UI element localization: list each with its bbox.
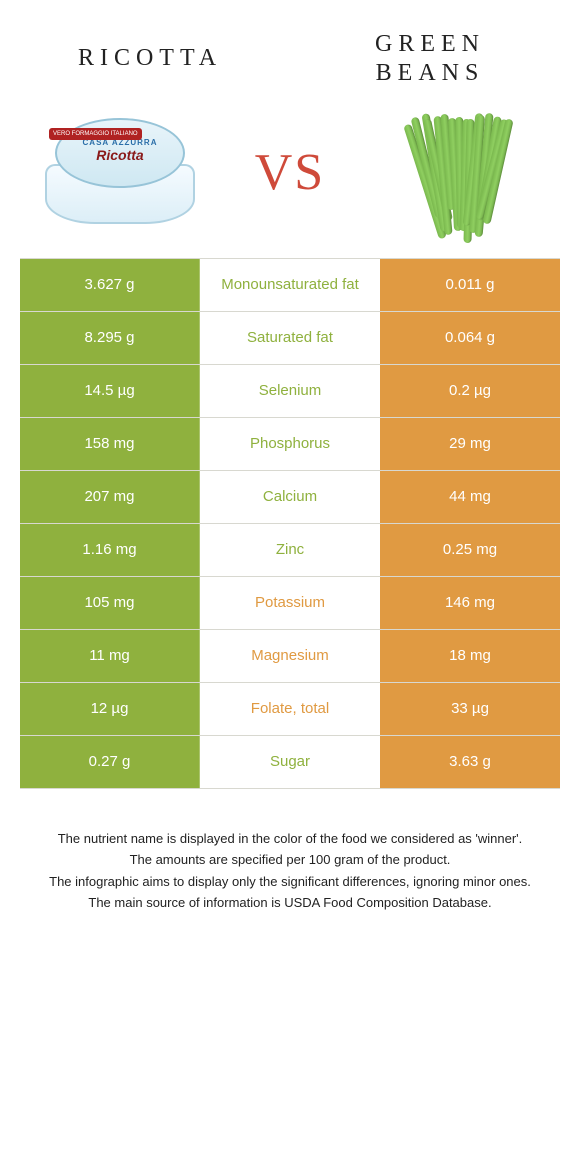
table-row: 158 mgPhosphorus29 mg	[20, 418, 560, 471]
nutrient-name: Calcium	[200, 471, 380, 523]
footnote-line: The infographic aims to display only the…	[40, 872, 540, 892]
nutrient-name: Monounsaturated fat	[200, 259, 380, 311]
nutrient-name: Folate, total	[200, 683, 380, 735]
right-value: 146 mg	[380, 577, 560, 629]
footnotes: The nutrient name is displayed in the co…	[40, 829, 540, 913]
left-value: 207 mg	[20, 471, 200, 523]
footnote-line: The nutrient name is displayed in the co…	[40, 829, 540, 849]
nutrient-name: Saturated fat	[200, 312, 380, 364]
footnote-line: The amounts are specified per 100 gram o…	[40, 850, 540, 870]
nutrient-name: Potassium	[200, 577, 380, 629]
table-row: 8.295 gSaturated fat0.064 g	[20, 312, 560, 365]
left-food-title: RICOTTA	[40, 45, 260, 72]
right-value: 3.63 g	[380, 736, 560, 788]
ricotta-badge: VERO FORMAGGIO ITALIANO	[49, 128, 142, 140]
ricotta-image: CASA AZZURRA Ricotta VERO FORMAGGIO ITAL…	[40, 108, 200, 238]
table-row: 12 µgFolate, total33 µg	[20, 683, 560, 736]
nutrient-name: Selenium	[200, 365, 380, 417]
nutrient-name: Phosphorus	[200, 418, 380, 470]
left-value: 14.5 µg	[20, 365, 200, 417]
left-value: 105 mg	[20, 577, 200, 629]
table-row: 207 mgCalcium44 mg	[20, 471, 560, 524]
table-row: 14.5 µgSelenium0.2 µg	[20, 365, 560, 418]
right-value: 0.064 g	[380, 312, 560, 364]
nutrient-name: Magnesium	[200, 630, 380, 682]
nutrient-name: Sugar	[200, 736, 380, 788]
right-food-title: GREEN BEANS	[320, 30, 540, 88]
table-row: 11 mgMagnesium18 mg	[20, 630, 560, 683]
table-row: 105 mgPotassium146 mg	[20, 577, 560, 630]
left-value: 1.16 mg	[20, 524, 200, 576]
images-row: CASA AZZURRA Ricotta VERO FORMAGGIO ITAL…	[0, 98, 580, 258]
ricotta-name-label: Ricotta	[57, 147, 183, 163]
right-value: 33 µg	[380, 683, 560, 735]
vs-label: VS	[255, 143, 325, 202]
right-value: 0.2 µg	[380, 365, 560, 417]
nutrient-name: Zinc	[200, 524, 380, 576]
right-value: 0.011 g	[380, 259, 560, 311]
left-value: 158 mg	[20, 418, 200, 470]
left-value: 11 mg	[20, 630, 200, 682]
left-value: 0.27 g	[20, 736, 200, 788]
table-row: 3.627 gMonounsaturated fat0.011 g	[20, 259, 560, 312]
green-beans-image	[380, 108, 540, 238]
comparison-table: 3.627 gMonounsaturated fat0.011 g8.295 g…	[20, 258, 560, 789]
footnote-line: The main source of information is USDA F…	[40, 893, 540, 913]
left-value: 3.627 g	[20, 259, 200, 311]
right-value: 18 mg	[380, 630, 560, 682]
header: RICOTTA GREEN BEANS	[0, 0, 580, 98]
table-row: 1.16 mgZinc0.25 mg	[20, 524, 560, 577]
left-value: 8.295 g	[20, 312, 200, 364]
table-row: 0.27 gSugar3.63 g	[20, 736, 560, 789]
right-value: 29 mg	[380, 418, 560, 470]
right-value: 0.25 mg	[380, 524, 560, 576]
left-value: 12 µg	[20, 683, 200, 735]
right-value: 44 mg	[380, 471, 560, 523]
